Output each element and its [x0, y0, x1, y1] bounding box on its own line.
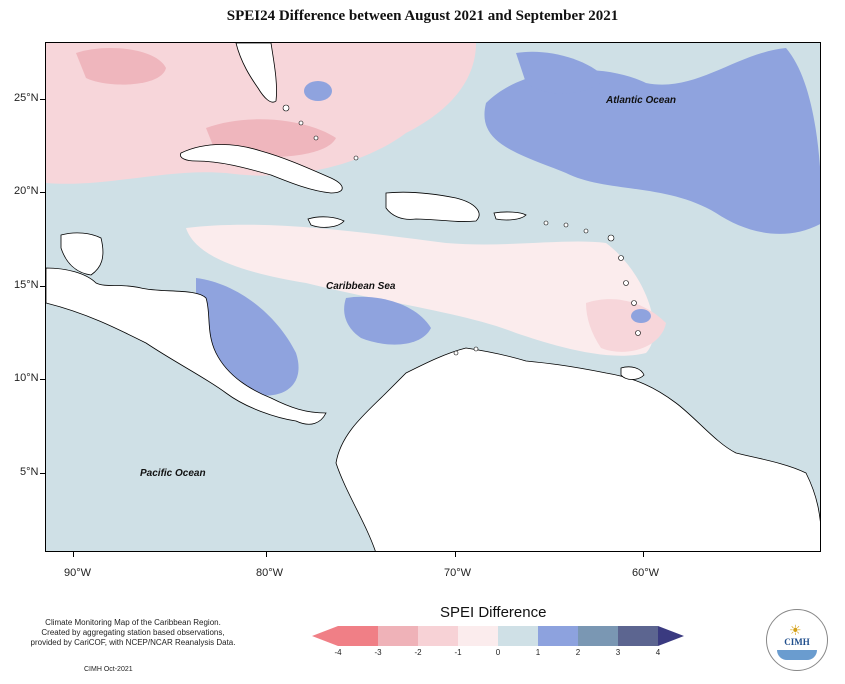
wet-zone-atlantic-n — [516, 51, 606, 94]
lat-tick — [40, 379, 45, 380]
credit-stamp: CIMH Oct-2021 — [84, 666, 133, 673]
lat-tick — [40, 473, 45, 474]
legend-tick-label: -1 — [454, 648, 462, 657]
legend-swatch — [498, 626, 538, 646]
credit-line-1: Climate Monitoring Map of the Caribbean … — [45, 618, 221, 627]
hispaniola — [385, 191, 480, 222]
land-masses — [46, 43, 820, 551]
dry-core-gulf — [76, 48, 166, 85]
lon-label-90w: 90°W — [64, 567, 92, 579]
wet-zone-atlantic — [484, 48, 820, 234]
legend-swatch — [578, 626, 618, 646]
legend-swatch — [418, 626, 458, 646]
legend-swatch — [458, 626, 498, 646]
legend-swatch — [538, 626, 578, 646]
map-title: SPEI24 Difference between August 2021 an… — [226, 8, 619, 24]
lon-label-70w: 70°W — [444, 567, 472, 579]
jamaica — [307, 216, 345, 228]
lat-tick — [40, 192, 45, 193]
south-america — [335, 347, 820, 551]
legend-title: SPEI Difference — [440, 604, 547, 621]
lat-label-15n: 15°N — [14, 279, 39, 291]
lat-tick — [40, 286, 45, 287]
logo-text: CIMH — [784, 637, 810, 647]
caribbean-sea-label: Caribbean Sea — [326, 281, 396, 292]
wet-spot-antilles — [631, 309, 651, 323]
legend-tick-label: 0 — [495, 648, 501, 657]
lon-tick — [643, 552, 644, 557]
pacific-ocean-label: Pacific Ocean — [140, 468, 206, 479]
legend-tick-label: -4 — [334, 648, 342, 657]
legend-swatch — [338, 626, 378, 646]
legend-tick-label: -3 — [374, 648, 382, 657]
legend-left-arrow — [312, 626, 338, 646]
wave-icon — [777, 650, 817, 660]
map-area[interactable]: Atlantic Ocean Caribbean Sea Pacific Oce… — [45, 42, 821, 552]
lon-label-80w: 80°W — [256, 567, 284, 579]
credit-text: Climate Monitoring Map of the Caribbean … — [18, 618, 248, 648]
legend-tick-label: 4 — [655, 648, 661, 657]
wet-spot-bahamas — [304, 81, 332, 101]
atlantic-ocean-label: Atlantic Ocean — [606, 95, 677, 106]
credit-line-2: Created by aggregating station based obs… — [41, 628, 225, 637]
spei-map — [46, 43, 820, 551]
cimh-logo: ☀ CIMH — [766, 609, 828, 671]
lon-tick — [455, 552, 456, 557]
lat-label-5n: 5°N — [20, 466, 39, 478]
central-america — [46, 267, 327, 425]
yucatan — [60, 232, 104, 276]
wet-zone-caribbean — [344, 296, 431, 345]
lon-tick — [73, 552, 74, 557]
legend-right-arrow — [658, 626, 684, 646]
credit-line-3: provided by CariCOF, with NCEP/NCAR Rean… — [30, 638, 236, 647]
legend-tick-label: 1 — [535, 648, 541, 657]
cuba — [179, 144, 343, 194]
legend-tick-label: 3 — [615, 648, 621, 657]
legend-swatch — [618, 626, 658, 646]
lon-tick — [266, 552, 267, 557]
puerto-rico — [493, 211, 527, 221]
legend-swatch — [378, 626, 418, 646]
lat-label-20n: 20°N — [14, 185, 39, 197]
small-islands — [282, 104, 641, 356]
dry-band-central — [186, 224, 654, 356]
lon-label-60w: 60°W — [632, 567, 660, 579]
legend-tick-label: -2 — [414, 648, 422, 657]
legend-tick-label: 2 — [575, 648, 581, 657]
lat-label-10n: 10°N — [14, 372, 39, 384]
lat-tick — [40, 99, 45, 100]
trinidad — [620, 366, 645, 380]
florida — [235, 43, 277, 103]
legend-colorbar — [312, 626, 684, 646]
sun-icon: ☀ — [789, 622, 802, 638]
lat-label-25n: 25°N — [14, 92, 39, 104]
